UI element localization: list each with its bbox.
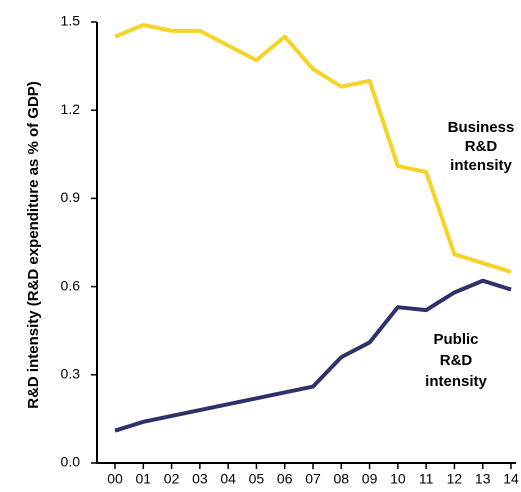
x-tick-label: 01 (135, 471, 151, 487)
y-tick-label: 0.0 (61, 454, 81, 470)
series-label: intensity (450, 157, 512, 174)
y-tick-label: 1.5 (61, 13, 81, 29)
series-label: R&D (440, 352, 473, 369)
series-label: Public (433, 331, 478, 348)
x-tick-label: 10 (390, 471, 406, 487)
x-tick-label: 06 (277, 471, 293, 487)
x-tick-label: 07 (305, 471, 321, 487)
y-axis-title: R&D intensity (R&D expenditure as % of G… (25, 81, 42, 409)
x-tick-label: 00 (107, 471, 123, 487)
series-label: intensity (425, 373, 487, 390)
y-tick-label: 0.3 (61, 366, 81, 382)
series-label: Business (448, 119, 515, 136)
x-tick-label: 03 (192, 471, 208, 487)
x-tick-label: 05 (249, 471, 265, 487)
series-label: R&D (465, 138, 498, 155)
x-tick-label: 11 (419, 471, 434, 487)
x-tick-label: 09 (362, 471, 378, 487)
x-tick-label: 02 (164, 471, 180, 487)
series-line (114, 22, 512, 274)
x-tick-label: 08 (333, 471, 349, 487)
y-tick-label: 0.9 (61, 189, 81, 205)
x-tick-label: 14 (503, 471, 519, 487)
series-line (114, 278, 512, 433)
x-tick-label: 13 (475, 471, 491, 487)
x-tick-label: 04 (220, 471, 236, 487)
y-tick-label: 1.2 (61, 101, 81, 117)
x-tick-label: 12 (447, 471, 463, 487)
y-tick-label: 0.6 (61, 277, 81, 293)
